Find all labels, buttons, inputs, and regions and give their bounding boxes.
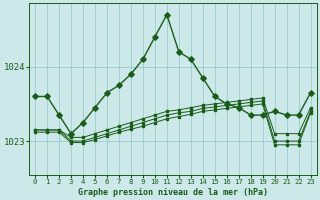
X-axis label: Graphe pression niveau de la mer (hPa): Graphe pression niveau de la mer (hPa) xyxy=(78,188,268,197)
